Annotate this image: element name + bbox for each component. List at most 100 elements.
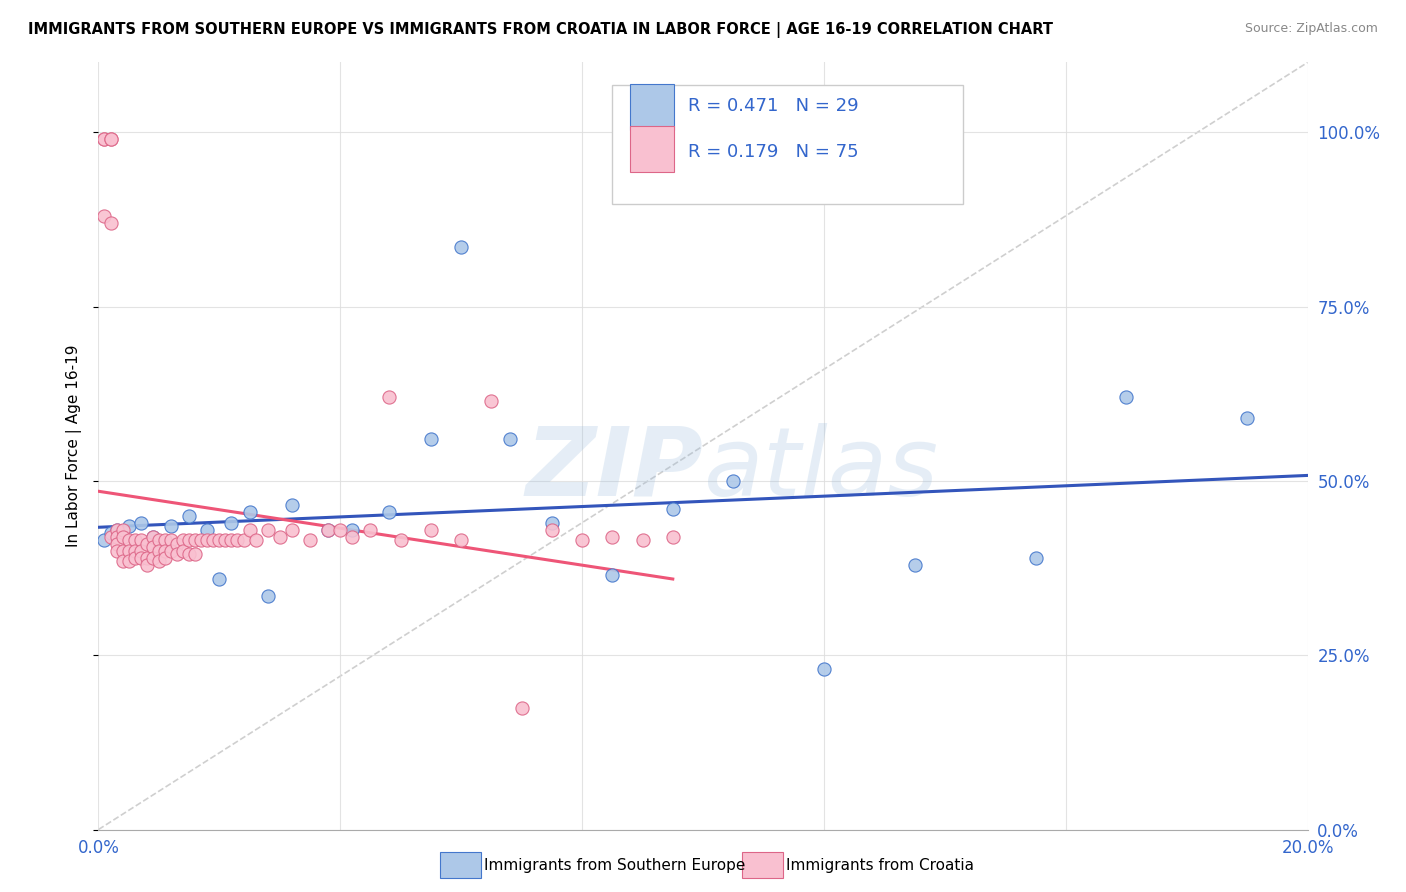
Point: [118, 554, 141, 568]
Point: [1115, 390, 1137, 404]
Point: [153, 550, 176, 565]
Point: [631, 533, 654, 548]
Point: [389, 533, 412, 548]
Point: [179, 508, 201, 523]
Point: [142, 550, 165, 565]
Point: [281, 498, 304, 512]
Point: [142, 530, 165, 544]
Point: [239, 505, 262, 519]
Point: [540, 523, 562, 537]
Point: [221, 533, 243, 548]
Point: [118, 543, 141, 558]
Point: [450, 533, 472, 548]
Point: [1024, 550, 1046, 565]
Point: [342, 523, 364, 537]
Point: [111, 530, 134, 544]
Point: [221, 516, 243, 530]
Point: [202, 533, 225, 548]
Point: [904, 558, 927, 572]
Point: [342, 530, 364, 544]
Point: [450, 240, 472, 254]
Point: [100, 530, 122, 544]
Y-axis label: In Labor Force | Age 16-19: In Labor Force | Age 16-19: [66, 344, 83, 548]
Point: [184, 533, 207, 548]
FancyBboxPatch shape: [630, 85, 673, 129]
Text: Immigrants from Croatia: Immigrants from Croatia: [786, 858, 974, 872]
Point: [256, 589, 278, 603]
Point: [184, 547, 207, 561]
Point: [1236, 411, 1258, 425]
Point: [160, 533, 183, 548]
Point: [105, 543, 128, 558]
Point: [148, 554, 170, 568]
Point: [481, 393, 503, 408]
Point: [100, 216, 122, 230]
FancyBboxPatch shape: [613, 86, 963, 204]
Text: Source: ZipAtlas.com: Source: ZipAtlas.com: [1244, 22, 1378, 36]
Point: [661, 501, 683, 516]
Point: [148, 543, 170, 558]
Point: [153, 543, 176, 558]
Point: [153, 533, 176, 548]
Point: [93, 132, 115, 146]
Point: [105, 523, 128, 537]
Point: [208, 533, 231, 548]
FancyBboxPatch shape: [630, 127, 673, 172]
Point: [179, 533, 201, 548]
Point: [269, 530, 291, 544]
Point: [172, 543, 194, 558]
Point: [166, 547, 188, 561]
Text: ZIP: ZIP: [524, 423, 703, 516]
Point: [172, 533, 194, 548]
Point: [420, 523, 443, 537]
Point: [118, 533, 141, 548]
Point: [256, 523, 278, 537]
Point: [129, 543, 152, 558]
Point: [208, 572, 231, 586]
Point: [226, 533, 249, 548]
Point: [135, 536, 157, 550]
Point: [124, 533, 146, 548]
Point: [142, 540, 165, 554]
Point: [105, 536, 128, 550]
Point: [93, 209, 115, 223]
Point: [239, 523, 262, 537]
Point: [100, 132, 122, 146]
Point: [160, 519, 183, 533]
Point: [316, 523, 339, 537]
Text: R = 0.471   N = 29: R = 0.471 N = 29: [689, 97, 859, 115]
Point: [105, 523, 128, 537]
Point: [602, 568, 624, 582]
Point: [100, 526, 122, 541]
Point: [124, 550, 146, 565]
Point: [135, 550, 157, 565]
Point: [602, 530, 624, 544]
Point: [124, 543, 146, 558]
Point: [377, 505, 399, 519]
Point: [111, 554, 134, 568]
Point: [105, 530, 128, 544]
Text: Immigrants from Southern Europe: Immigrants from Southern Europe: [484, 858, 745, 872]
Point: [129, 516, 152, 530]
Point: [316, 523, 339, 537]
Text: R = 0.179   N = 75: R = 0.179 N = 75: [689, 144, 859, 161]
Point: [329, 523, 352, 537]
Point: [281, 523, 304, 537]
Point: [510, 700, 533, 714]
Point: [540, 516, 562, 530]
Point: [498, 432, 520, 446]
Point: [571, 533, 593, 548]
Point: [93, 132, 115, 146]
Point: [299, 533, 322, 548]
Point: [232, 533, 254, 548]
Point: [166, 536, 188, 550]
Point: [111, 543, 134, 558]
Point: [142, 530, 165, 544]
Point: [723, 474, 745, 488]
Point: [129, 550, 152, 565]
Point: [160, 543, 183, 558]
Point: [148, 533, 170, 548]
Point: [195, 523, 218, 537]
Point: [93, 533, 115, 548]
Point: [420, 432, 443, 446]
